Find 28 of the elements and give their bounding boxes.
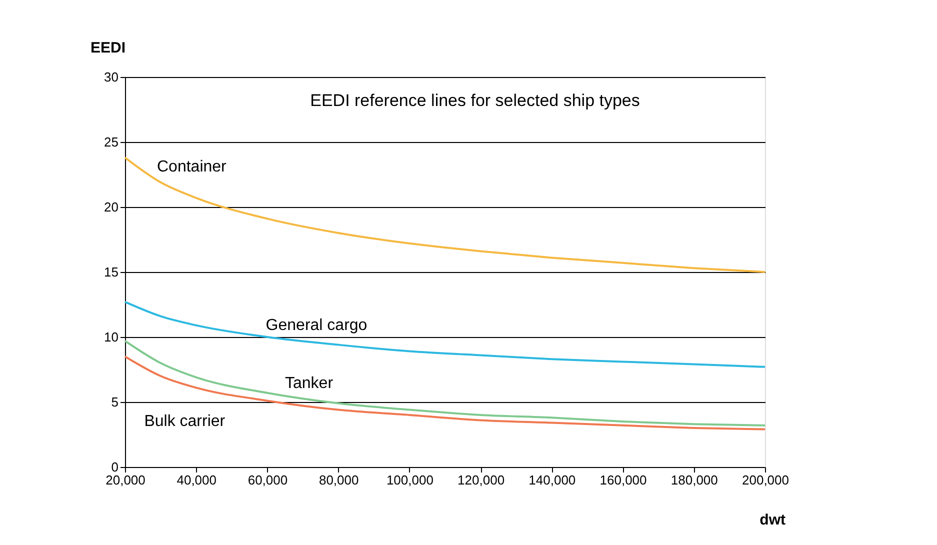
y-tick-label: 30 <box>104 70 118 84</box>
x-tick-label: 140,000 <box>528 472 576 488</box>
x-tick-label: 180,000 <box>670 472 718 488</box>
series-label: General cargo <box>266 317 368 334</box>
series-label: Bulk carrier <box>144 413 226 430</box>
line-series <box>124 356 766 430</box>
y-tick-label: 0 <box>111 460 118 474</box>
y-tick-label: 20 <box>104 200 118 214</box>
text: EEDI reference lines for selected ship types <box>310 91 640 110</box>
x-tick-label: 60,000 <box>248 472 288 488</box>
x-tick-label: 20,000 <box>106 472 146 488</box>
y-tick-label: 5 <box>111 394 118 410</box>
x-tick-label: 200,000 <box>742 472 789 488</box>
series-label: Container <box>157 158 228 176</box>
x-tick-label: 160,000 <box>600 472 647 488</box>
x-tick-label: 40,000 <box>176 472 216 488</box>
y-axis-title: EEDI <box>90 40 126 56</box>
x-tick-label: 80,000 <box>318 472 359 488</box>
y-tick-label: 25 <box>104 134 118 150</box>
line-series <box>124 340 766 426</box>
line-series <box>124 300 766 368</box>
x-tick-label: 100,000 <box>386 472 434 488</box>
y-tick-label: 15 <box>104 264 118 280</box>
line-series <box>124 156 766 273</box>
x-axis-title: dwt <box>760 512 786 528</box>
x-tick-label: 120,000 <box>458 472 505 488</box>
series-label: Tanker <box>285 374 334 392</box>
y-tick-label: 10 <box>104 330 118 344</box>
